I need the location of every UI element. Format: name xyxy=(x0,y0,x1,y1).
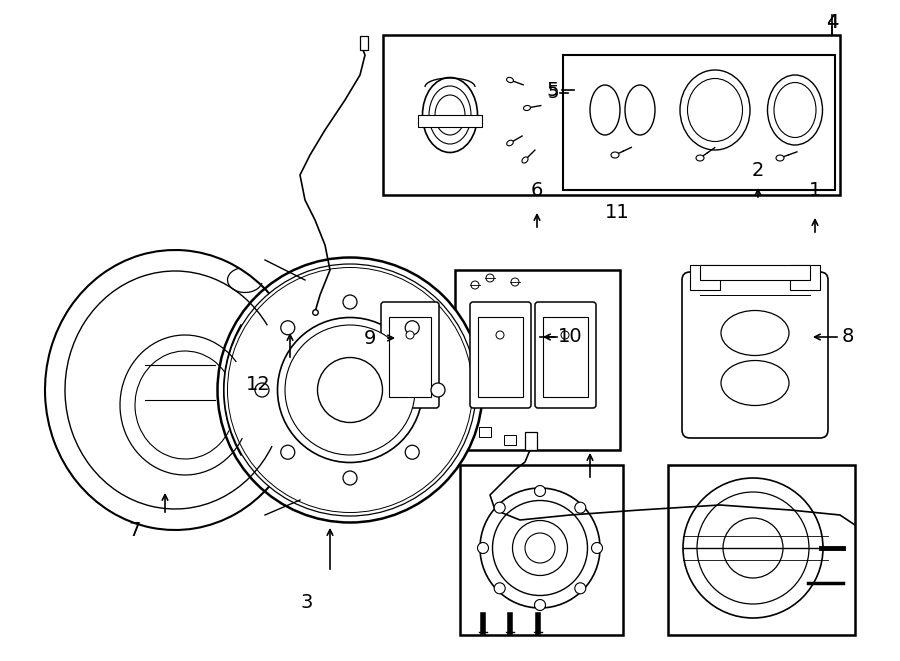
FancyBboxPatch shape xyxy=(535,302,596,408)
Ellipse shape xyxy=(575,502,586,513)
Text: 3: 3 xyxy=(301,592,313,611)
Ellipse shape xyxy=(281,321,295,334)
Ellipse shape xyxy=(281,446,295,459)
Ellipse shape xyxy=(590,85,620,135)
Bar xyxy=(700,265,810,280)
Ellipse shape xyxy=(688,79,742,141)
Ellipse shape xyxy=(721,311,789,356)
Ellipse shape xyxy=(285,325,415,455)
Bar xyxy=(525,432,537,450)
Ellipse shape xyxy=(255,383,269,397)
Ellipse shape xyxy=(507,140,513,146)
Text: 11: 11 xyxy=(605,204,629,223)
Ellipse shape xyxy=(511,278,519,286)
Text: 6: 6 xyxy=(531,180,544,200)
Text: 1: 1 xyxy=(809,180,821,200)
Ellipse shape xyxy=(405,446,419,459)
Bar xyxy=(455,270,620,450)
Ellipse shape xyxy=(625,85,655,135)
Bar xyxy=(668,465,855,635)
Text: 4: 4 xyxy=(826,13,838,32)
Ellipse shape xyxy=(277,317,422,463)
Ellipse shape xyxy=(591,543,602,553)
Text: 8: 8 xyxy=(842,327,854,346)
FancyBboxPatch shape xyxy=(470,302,531,408)
Ellipse shape xyxy=(512,520,568,576)
Text: 2: 2 xyxy=(752,161,764,180)
Ellipse shape xyxy=(524,106,530,110)
Ellipse shape xyxy=(535,600,545,611)
Text: 7: 7 xyxy=(129,520,141,539)
Ellipse shape xyxy=(494,583,505,594)
Ellipse shape xyxy=(431,383,445,397)
Ellipse shape xyxy=(478,543,489,553)
Ellipse shape xyxy=(406,331,414,339)
Ellipse shape xyxy=(343,471,357,485)
Bar xyxy=(418,115,482,127)
Ellipse shape xyxy=(683,478,823,618)
Ellipse shape xyxy=(507,77,513,83)
Text: 10: 10 xyxy=(558,327,582,346)
Ellipse shape xyxy=(723,518,783,578)
Ellipse shape xyxy=(535,485,545,496)
FancyBboxPatch shape xyxy=(381,302,439,408)
Text: 5: 5 xyxy=(547,81,559,100)
Text: 4: 4 xyxy=(826,13,838,32)
Ellipse shape xyxy=(405,321,419,334)
Ellipse shape xyxy=(422,77,478,153)
Ellipse shape xyxy=(776,155,784,161)
Text: 9: 9 xyxy=(364,329,376,348)
Bar xyxy=(383,35,840,195)
Ellipse shape xyxy=(492,500,588,596)
Text: 12: 12 xyxy=(246,375,270,395)
Ellipse shape xyxy=(218,258,482,522)
Bar xyxy=(389,317,431,397)
Ellipse shape xyxy=(525,533,555,563)
Ellipse shape xyxy=(343,295,357,309)
Ellipse shape xyxy=(224,264,476,516)
Ellipse shape xyxy=(721,360,789,405)
Bar xyxy=(790,265,820,290)
Bar xyxy=(504,435,516,445)
FancyBboxPatch shape xyxy=(682,272,828,438)
Ellipse shape xyxy=(471,281,479,289)
Text: 5: 5 xyxy=(547,84,559,102)
Ellipse shape xyxy=(768,75,823,145)
Bar xyxy=(690,265,720,290)
Ellipse shape xyxy=(480,488,600,608)
Bar xyxy=(479,427,491,437)
Ellipse shape xyxy=(696,155,704,161)
Ellipse shape xyxy=(522,157,528,163)
Ellipse shape xyxy=(575,583,586,594)
Ellipse shape xyxy=(496,331,504,339)
Ellipse shape xyxy=(318,358,382,422)
Ellipse shape xyxy=(486,274,494,282)
Bar xyxy=(563,55,835,190)
Ellipse shape xyxy=(697,492,809,604)
Ellipse shape xyxy=(680,70,750,150)
Bar xyxy=(478,317,523,397)
Bar xyxy=(460,465,623,635)
Bar xyxy=(543,317,588,397)
Ellipse shape xyxy=(611,152,619,158)
Ellipse shape xyxy=(494,502,505,513)
Bar xyxy=(360,36,368,50)
Ellipse shape xyxy=(774,83,816,137)
Ellipse shape xyxy=(228,268,472,512)
Ellipse shape xyxy=(561,331,569,339)
